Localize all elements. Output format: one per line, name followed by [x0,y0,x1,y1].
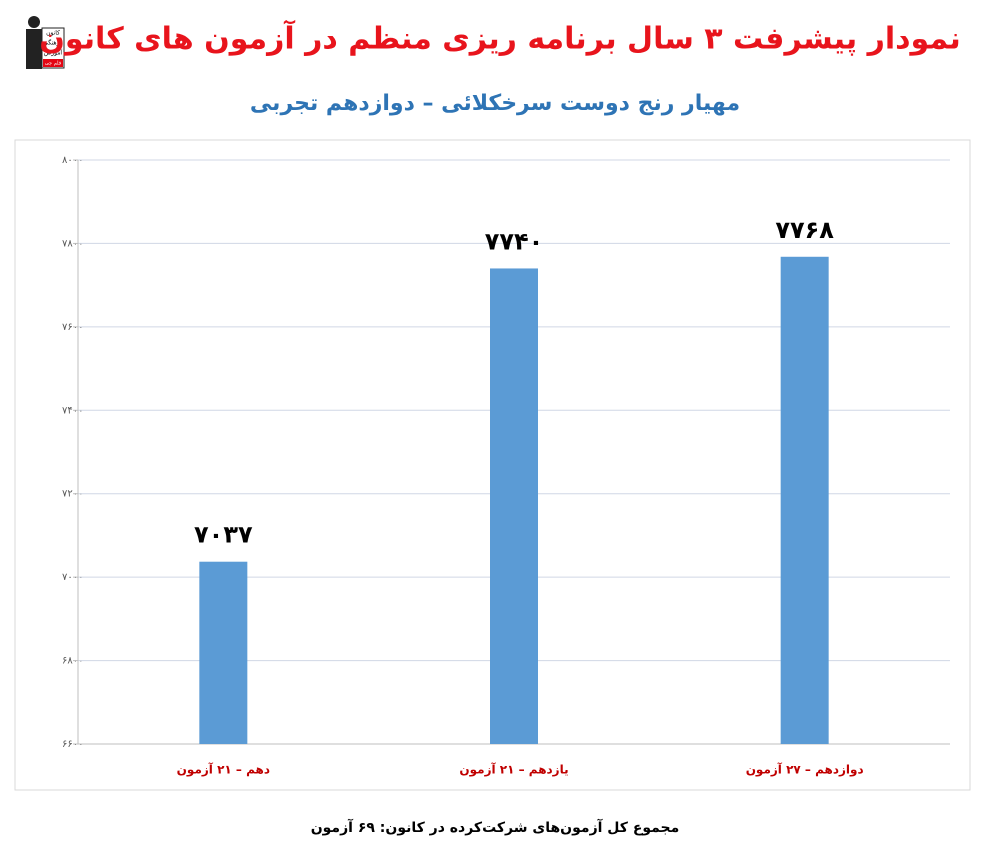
bar [199,561,248,744]
data-label: ۷۰۳۷ [194,521,253,549]
logo-text: قلم چی [45,61,62,67]
y-tick-label: ۷۲۰۰ [62,489,83,500]
logo-text: کانون [46,30,60,37]
x-tick-label: دهم – ۲۱ آزمون [177,762,270,778]
logo: کانون فرهنگی آموزش قلم چی [26,16,65,69]
logo-text: فرهنگی [43,39,63,47]
logo-text: آموزش [44,48,63,57]
y-tick-label: ۸۰۰۰ [62,155,83,166]
y-tick-label: ۷۰۰۰ [62,572,83,583]
chart-subtitle: مهیار رنج دوست سرخکلائی – دوازدهم تجربی [250,91,740,116]
bar [780,256,829,744]
y-tick-label: ۶۸۰۰ [62,656,83,667]
y-tick-label: ۷۴۰۰ [62,405,83,416]
logo-board [41,27,65,69]
y-tick-label: ۷۶۰۰ [62,322,83,333]
data-label: ۷۷۶۸ [775,216,834,244]
logo-body [26,29,42,69]
y-tick-label: ۶۶۰۰ [62,739,83,750]
x-tick-label: یازدهم – ۲۱ آزمون [459,762,568,778]
data-label: ۷۷۴۰ [485,227,544,255]
chart-title: نمودار پیشرفت ۳ سال برنامه ریزی منظم در … [39,20,960,57]
y-tick-label: ۷۸۰۰ [62,238,83,249]
logo-tag [43,59,63,67]
x-tick-label: دوازدهم – ۲۷ آزمون [746,762,864,778]
footnote: مجموع کل آزمون‌های شرکت‌کرده در کانون: ۶… [311,818,680,836]
bar [490,268,538,744]
logo-head [28,16,40,28]
